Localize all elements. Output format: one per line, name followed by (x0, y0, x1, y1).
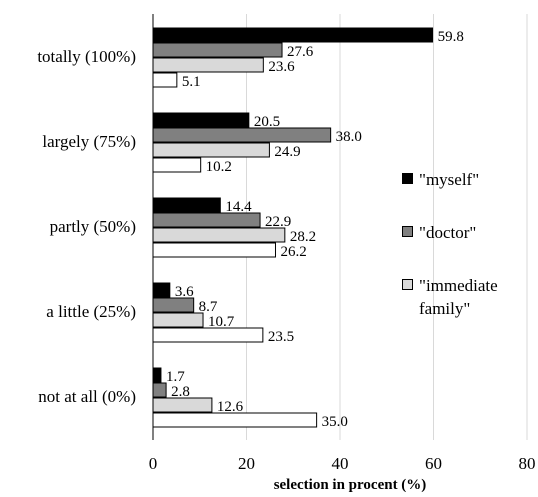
legend-item-myself: "myself" (402, 168, 538, 190)
bar (152, 72, 178, 88)
x-tick-label: 20 (238, 454, 255, 473)
data-label: 12.6 (217, 399, 244, 415)
data-label: 38.0 (336, 129, 362, 145)
data-label: 5.1 (182, 74, 201, 90)
legend-label-family: "immediate family" (419, 276, 498, 318)
data-label: 23.6 (268, 59, 295, 75)
bar (152, 142, 270, 158)
bar (152, 242, 276, 258)
data-label: 26.2 (280, 244, 306, 260)
bar (152, 282, 171, 298)
bar (152, 157, 202, 173)
category-label: partly (50%) (50, 217, 136, 236)
legend: "myself" "doctor" "immediate family" (402, 168, 538, 320)
bar (152, 367, 162, 383)
data-label: 10.7 (208, 314, 235, 330)
bar (152, 212, 261, 228)
x-axis-title: selection in procent (%) (273, 477, 427, 493)
bar (152, 327, 264, 343)
category-label: a little (25%) (46, 302, 136, 321)
x-tick-label: 0 (149, 454, 158, 473)
data-label: 24.9 (274, 144, 300, 160)
data-label: 59.8 (438, 29, 464, 45)
data-label: 8.7 (199, 299, 218, 315)
bar (152, 227, 286, 243)
legend-label-doctor: "doctor" (419, 223, 477, 242)
x-tick-label: 40 (332, 454, 349, 473)
category-label: largely (75%) (42, 132, 136, 151)
bar (152, 42, 283, 58)
bar (152, 312, 204, 328)
data-label: 3.6 (175, 284, 194, 300)
data-label: 14.4 (225, 199, 252, 215)
bar (152, 382, 167, 398)
legend-item-family: "immediate family" (402, 274, 538, 320)
data-label: 23.5 (268, 329, 294, 345)
data-label: 1.7 (166, 369, 185, 385)
bar (152, 297, 195, 313)
bar (152, 57, 264, 73)
bar (152, 112, 250, 128)
data-label: 22.9 (265, 214, 291, 230)
bar (152, 27, 434, 43)
bar (152, 197, 221, 213)
data-label: 2.8 (171, 384, 190, 400)
data-label: 27.6 (287, 44, 314, 60)
legend-swatch-myself (402, 173, 413, 184)
data-label: 35.0 (322, 414, 348, 430)
category-label: not at all (0%) (38, 387, 136, 406)
data-label: 20.5 (254, 114, 280, 130)
bar (152, 397, 213, 413)
x-tick-label: 60 (425, 454, 442, 473)
category-label: totally (100%) (37, 47, 136, 66)
data-label: 28.2 (290, 229, 316, 245)
legend-label-myself: "myself" (419, 170, 480, 189)
data-label: 10.2 (206, 159, 232, 175)
bar (152, 412, 318, 428)
x-tick-label: 80 (519, 454, 536, 473)
bar (152, 127, 332, 143)
legend-swatch-doctor (402, 226, 413, 237)
legend-swatch-family (402, 279, 413, 290)
legend-item-doctor: "doctor" (402, 221, 538, 243)
